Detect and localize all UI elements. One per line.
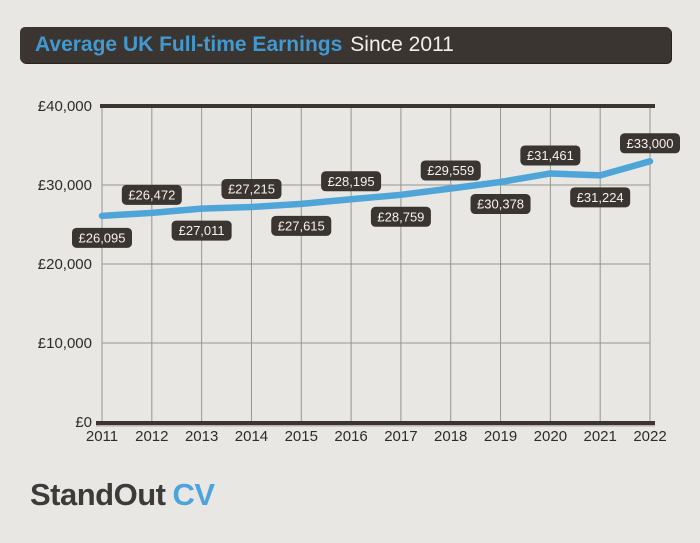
data-point-label-text: £26,472 [128, 187, 175, 202]
data-point-label-box [570, 187, 631, 208]
data-point-label-text: £33,000 [627, 136, 674, 151]
x-axis-tick: 2012 [135, 428, 168, 445]
data-point-label-box [420, 160, 481, 181]
data-point-label-text: £27,215 [228, 182, 275, 197]
data-point-label: £26,472 [121, 184, 182, 205]
data-point-label-text: £26,095 [79, 230, 126, 245]
y-axis-tick: £0 [75, 414, 92, 431]
data-point-label-text: £28,195 [328, 174, 375, 189]
x-axis-tick: 2015 [285, 428, 318, 445]
logo-cv: CV [172, 477, 216, 512]
data-point-label: £27,215 [221, 179, 282, 200]
chart-title-rest: Since 2011 [350, 33, 454, 56]
data-point-label-text: £31,224 [577, 190, 624, 205]
data-point-label-box [620, 133, 680, 154]
data-point-label-text: £27,011 [179, 223, 225, 238]
y-axis-tick: £30,000 [38, 177, 92, 194]
data-point-label: £28,195 [321, 171, 382, 192]
x-axis-tick: 2019 [484, 428, 517, 445]
y-axis-tick: £40,000 [38, 98, 92, 115]
data-point-label: £29,559 [420, 160, 481, 181]
data-point-label: £31,224 [570, 187, 631, 208]
x-axis-tick: 2018 [434, 428, 467, 445]
x-axis-tick: 2014 [235, 428, 268, 445]
x-axis-tick: 2011 [86, 428, 118, 445]
data-point-label-box [370, 206, 431, 227]
data-point-label-text: £30,378 [477, 197, 524, 212]
x-axis-tick: 2020 [534, 428, 567, 445]
data-point-label: £27,011 [171, 220, 232, 241]
earnings-line [98, 158, 654, 220]
x-axis-tick: 2013 [185, 428, 218, 445]
x-axis-ticks: 2011 2012 2013 2014 2015 2016 2017 2018 2019 2020… [86, 428, 667, 445]
y-axis-tick: £10,000 [38, 335, 92, 352]
data-point-label: £27,615 [271, 215, 332, 236]
chart-title-highlight: Average UK Full-time Earnings [35, 33, 343, 56]
data-point-label: £33,000 [620, 133, 680, 154]
data-point-label-box [221, 179, 282, 200]
data-point-label: £31,461 [520, 145, 581, 166]
x-axis-tick: 2022 [633, 428, 666, 445]
data-point-label-text: £28,759 [377, 209, 424, 224]
data-point-label-box [121, 184, 182, 205]
data-point-label-text: £27,615 [278, 218, 325, 233]
data-point-label: £28,759 [370, 206, 431, 227]
data-point-label-box [171, 220, 232, 241]
data-point-label-text: £31,461 [527, 148, 574, 163]
data-point-label-box [470, 194, 531, 215]
standout-cv-logo: StandOut CV [30, 477, 215, 513]
logo-standout: StandOut [30, 477, 166, 512]
data-point-label: £30,378 [470, 194, 531, 215]
x-axis-tick: 2016 [334, 428, 367, 445]
chart-title-bar: Average UK Full-time Earnings Since 2011 [20, 27, 671, 63]
y-axis-tick: £20,000 [38, 256, 92, 273]
x-axis-tick: 2021 [583, 428, 616, 445]
data-point-label-text: £29,559 [427, 163, 474, 178]
data-point-label-box [321, 171, 382, 192]
data-point-label: £26,095 [72, 227, 132, 248]
x-axis-tick: 2017 [384, 428, 417, 445]
data-point-label-box [271, 215, 332, 236]
y-axis-ticks: £0 £10,000 £20,000 £30,000 £40,000 [38, 98, 92, 431]
data-point-label-box [72, 227, 132, 248]
data-point-label-box [520, 145, 581, 166]
